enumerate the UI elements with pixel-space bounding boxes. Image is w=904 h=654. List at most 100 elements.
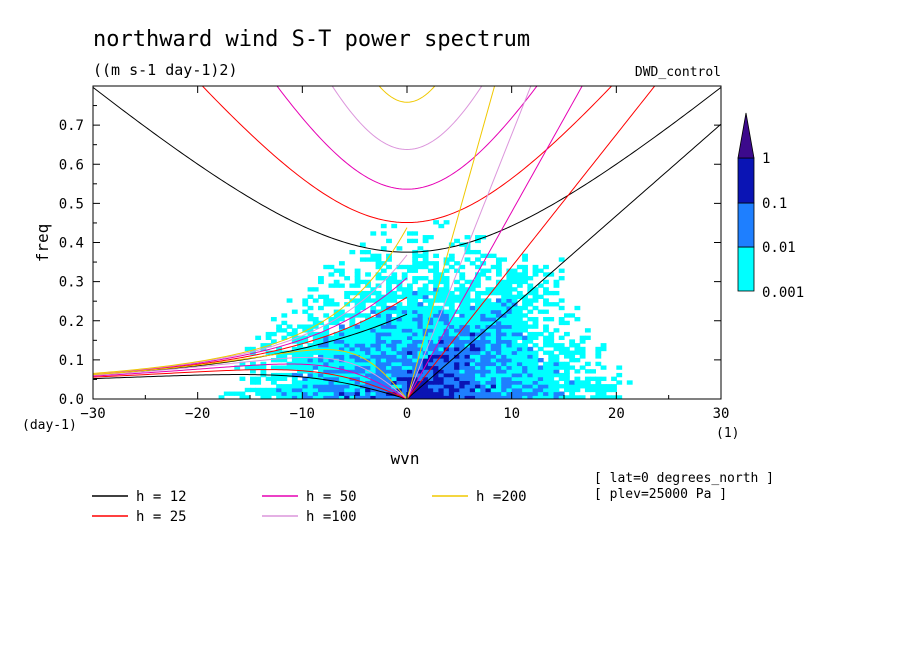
spectrum-cell xyxy=(595,361,602,367)
spectrum-cell xyxy=(448,339,455,344)
spectrum-cell xyxy=(401,384,408,389)
spectrum-cell xyxy=(532,387,539,393)
spectrum-cell xyxy=(297,343,303,348)
spectrum-cell xyxy=(427,298,434,303)
spectrum-cell xyxy=(380,261,387,266)
spectrum-cell xyxy=(417,343,424,348)
spectrum-cell xyxy=(495,264,502,270)
spectrum-cell xyxy=(380,223,387,229)
spectrum-cell xyxy=(338,261,345,266)
spectrum-cell xyxy=(579,395,586,399)
spectrum-cell xyxy=(543,302,549,307)
spectrum-cell xyxy=(569,343,576,348)
spectrum-cell xyxy=(412,358,419,363)
spectrum-cell xyxy=(532,361,539,367)
spectrum-cell xyxy=(312,350,319,355)
spectrum-cell xyxy=(527,287,534,292)
spectrum-cell xyxy=(396,324,403,329)
spectrum-cell xyxy=(422,391,429,396)
spectrum-cell xyxy=(302,298,309,303)
spectrum-cell xyxy=(401,294,408,299)
spectrum-cell xyxy=(448,257,455,262)
spectrum-cell xyxy=(412,294,419,299)
spectrum-cell xyxy=(537,294,544,299)
spectrum-cell xyxy=(511,343,518,348)
spectrum-cell xyxy=(401,361,408,367)
spectrum-cell xyxy=(427,328,434,333)
spectrum-cell xyxy=(543,380,549,385)
spectrum-cell xyxy=(349,365,356,370)
spectrum-cell xyxy=(506,320,513,326)
spectrum-cell xyxy=(464,391,471,396)
spectrum-cell xyxy=(354,365,361,370)
spectrum-cell xyxy=(490,328,497,333)
spectrum-cell xyxy=(396,317,403,322)
spectrum-cell xyxy=(438,298,445,303)
spectrum-cell xyxy=(522,279,528,285)
spectrum-cell xyxy=(537,358,544,363)
spectrum-cell xyxy=(485,298,492,303)
spectrum-cell xyxy=(312,287,319,292)
spectrum-cell xyxy=(501,376,508,381)
spectrum-cell xyxy=(338,358,345,363)
spectrum-cell xyxy=(553,283,560,288)
spectrum-cell xyxy=(537,268,544,273)
spectrum-cell xyxy=(511,350,518,355)
spectrum-cell xyxy=(354,309,361,314)
spectrum-cell xyxy=(480,272,487,277)
spectrum-cell xyxy=(349,384,356,389)
spectrum-cell xyxy=(475,238,481,244)
spectrum-cell xyxy=(401,309,408,314)
spectrum-cell xyxy=(516,309,523,314)
spectrum-cell xyxy=(443,287,450,292)
spectrum-cell xyxy=(380,305,387,311)
spectrum-cell xyxy=(391,365,398,370)
spectrum-cell xyxy=(417,391,424,396)
spectrum-cell xyxy=(485,320,492,326)
spectrum-cell xyxy=(459,328,466,333)
spectrum-cell xyxy=(375,358,382,363)
spectrum-cell xyxy=(417,302,424,307)
spectrum-cell xyxy=(579,339,586,344)
spectrum-cell xyxy=(459,287,466,292)
spectrum-cell xyxy=(475,235,481,240)
spectrum-cell xyxy=(365,257,371,262)
spectrum-cell xyxy=(286,384,293,389)
spectrum-cell xyxy=(359,369,366,374)
spectrum-cell xyxy=(380,328,387,333)
spectrum-cell xyxy=(527,331,534,337)
spectrum-cell xyxy=(297,365,303,370)
rossby-curve xyxy=(93,369,408,399)
spectrum-cell xyxy=(574,317,581,322)
spectrum-cell xyxy=(522,339,528,344)
spectrum-cell xyxy=(338,369,345,374)
spectrum-cell xyxy=(344,331,351,337)
spectrum-cell xyxy=(469,354,476,359)
spectrum-cell xyxy=(464,361,471,367)
spectrum-cell xyxy=(328,387,335,393)
spectrum-cell xyxy=(433,253,439,259)
spectrum-cell xyxy=(506,276,513,281)
spectrum-cell xyxy=(448,302,455,307)
spectrum-cell xyxy=(433,391,439,396)
spectrum-cell xyxy=(501,391,508,396)
spectrum-cell xyxy=(480,372,487,378)
spectrum-cell xyxy=(469,309,476,314)
spectrum-cell xyxy=(527,361,534,367)
spectrum-cell xyxy=(475,339,481,344)
spectrum-cell xyxy=(386,264,392,270)
spectrum-cell xyxy=(396,346,403,352)
spectrum-cell xyxy=(260,343,267,348)
spectrum-cell xyxy=(506,376,513,381)
spectrum-cell xyxy=(265,395,272,399)
spectrum-cell xyxy=(595,391,602,396)
spectrum-cell xyxy=(543,317,549,322)
spectrum-cell xyxy=(422,335,429,340)
spectrum-cell xyxy=(349,358,356,363)
spectrum-cell xyxy=(375,372,382,378)
spectrum-cell xyxy=(501,279,508,285)
spectrum-cell xyxy=(312,387,319,393)
spectrum-cell xyxy=(443,391,450,396)
spectrum-cell xyxy=(433,387,439,393)
spectrum-cell xyxy=(516,313,523,318)
